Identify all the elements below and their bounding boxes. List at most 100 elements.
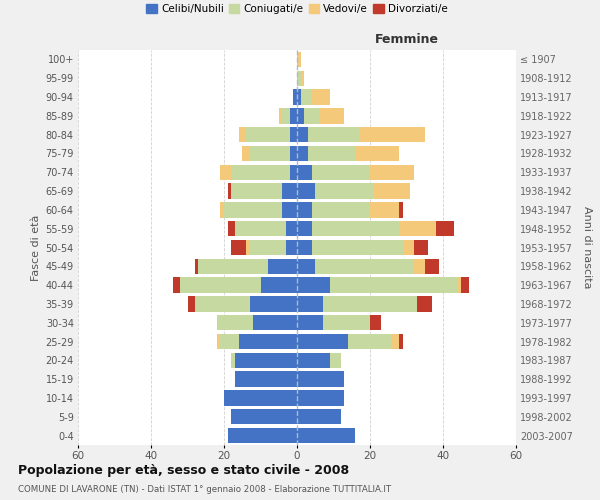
Bar: [330, 278, 458, 293]
Bar: [323, 315, 370, 330]
Text: COMUNE DI LAVARONE (TN) - Dati ISTAT 1° gennaio 2008 - Elaborazione TUTTITALIA.I: COMUNE DI LAVARONE (TN) - Dati ISTAT 1° …: [18, 485, 391, 494]
Bar: [297, 352, 330, 368]
Bar: [297, 164, 311, 180]
Bar: [224, 390, 297, 406]
Bar: [246, 240, 250, 255]
Bar: [304, 108, 319, 124]
Bar: [297, 296, 323, 312]
Bar: [355, 146, 399, 161]
Bar: [235, 372, 297, 387]
Bar: [217, 334, 220, 349]
Bar: [297, 108, 304, 124]
Bar: [301, 90, 311, 104]
Bar: [311, 90, 330, 104]
Bar: [195, 258, 199, 274]
Bar: [232, 240, 246, 255]
Bar: [235, 352, 297, 368]
Bar: [297, 146, 308, 161]
Bar: [399, 202, 403, 218]
Bar: [250, 296, 297, 312]
Legend: Celibi/Nubili, Coniugati/e, Vedovi/e, Divorziati/e: Celibi/Nubili, Coniugati/e, Vedovi/e, Di…: [142, 0, 452, 18]
Bar: [458, 278, 461, 293]
Bar: [403, 240, 414, 255]
Bar: [297, 184, 315, 199]
Bar: [195, 296, 250, 312]
Bar: [293, 90, 297, 104]
Bar: [232, 409, 297, 424]
Y-axis label: Anni di nascita: Anni di nascita: [583, 206, 592, 289]
Bar: [286, 240, 297, 255]
Bar: [323, 296, 418, 312]
Bar: [286, 221, 297, 236]
Bar: [220, 164, 232, 180]
Bar: [227, 428, 297, 444]
Bar: [330, 352, 341, 368]
Bar: [199, 258, 268, 274]
Bar: [370, 315, 381, 330]
Bar: [311, 221, 399, 236]
Bar: [290, 164, 297, 180]
Bar: [297, 202, 311, 218]
Bar: [348, 334, 392, 349]
Bar: [290, 127, 297, 142]
Bar: [399, 334, 403, 349]
Bar: [297, 390, 344, 406]
Bar: [436, 221, 454, 236]
Bar: [297, 372, 344, 387]
Bar: [461, 278, 469, 293]
Bar: [283, 202, 297, 218]
Bar: [308, 146, 355, 161]
Bar: [370, 202, 399, 218]
Bar: [297, 240, 311, 255]
Bar: [359, 127, 425, 142]
Bar: [180, 278, 260, 293]
Bar: [227, 184, 232, 199]
Bar: [220, 202, 224, 218]
Bar: [425, 258, 439, 274]
Bar: [392, 334, 399, 349]
Bar: [414, 240, 428, 255]
Bar: [297, 258, 315, 274]
Bar: [173, 278, 180, 293]
Bar: [187, 296, 195, 312]
Bar: [297, 221, 311, 236]
Bar: [290, 146, 297, 161]
Bar: [297, 315, 323, 330]
Bar: [217, 315, 253, 330]
Bar: [268, 258, 297, 274]
Bar: [260, 278, 297, 293]
Bar: [235, 221, 286, 236]
Bar: [232, 184, 283, 199]
Bar: [301, 70, 304, 86]
Text: Femmine: Femmine: [374, 33, 439, 46]
Bar: [297, 127, 308, 142]
Bar: [311, 240, 403, 255]
Bar: [253, 315, 297, 330]
Bar: [246, 127, 290, 142]
Bar: [283, 108, 290, 124]
Bar: [220, 334, 239, 349]
Bar: [319, 108, 344, 124]
Bar: [399, 221, 436, 236]
Bar: [297, 409, 341, 424]
Bar: [297, 428, 355, 444]
Bar: [232, 164, 290, 180]
Bar: [224, 202, 283, 218]
Bar: [315, 184, 374, 199]
Text: Popolazione per età, sesso e stato civile - 2008: Popolazione per età, sesso e stato civil…: [18, 464, 349, 477]
Bar: [418, 296, 432, 312]
Bar: [297, 278, 330, 293]
Bar: [311, 164, 370, 180]
Bar: [279, 108, 283, 124]
Bar: [283, 184, 297, 199]
Bar: [290, 108, 297, 124]
Bar: [250, 146, 290, 161]
Bar: [239, 127, 246, 142]
Bar: [311, 202, 370, 218]
Bar: [315, 258, 414, 274]
Bar: [308, 127, 359, 142]
Bar: [297, 70, 301, 86]
Bar: [227, 221, 235, 236]
Bar: [370, 164, 414, 180]
Bar: [297, 334, 348, 349]
